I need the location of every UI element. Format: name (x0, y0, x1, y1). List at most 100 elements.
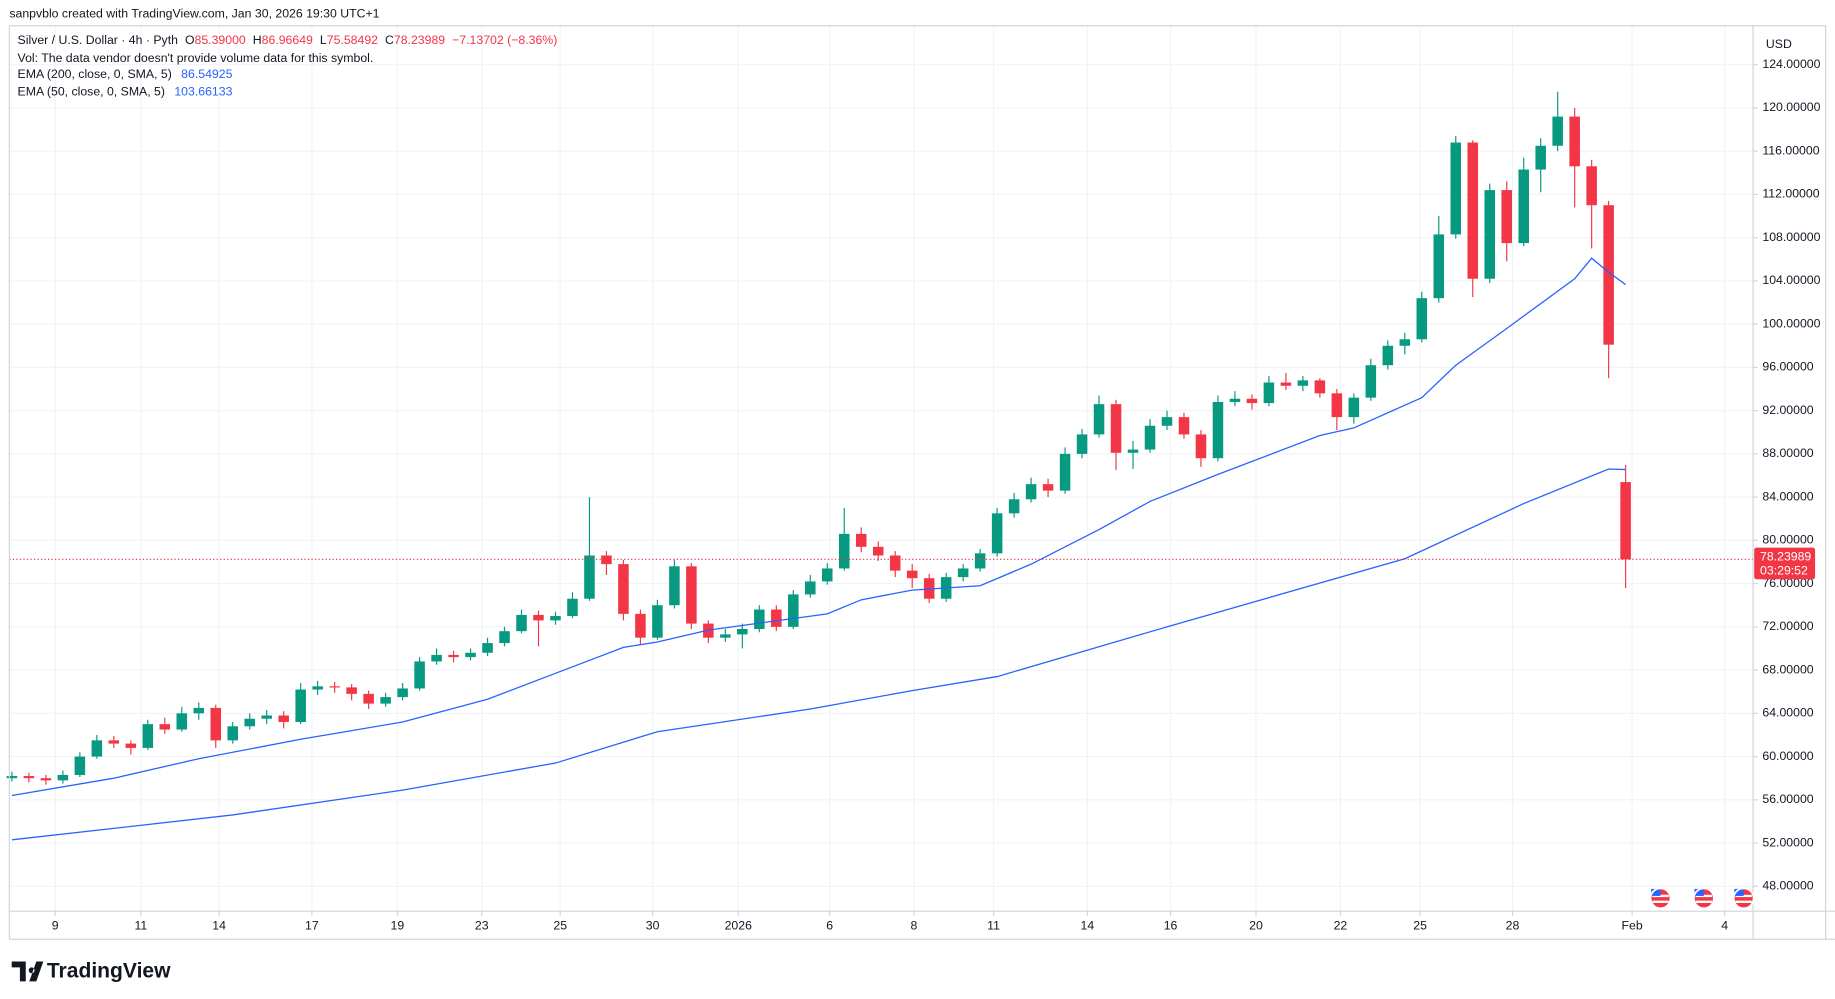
candle-body (1569, 116, 1580, 167)
candle-body (346, 687, 357, 694)
candle-body (1212, 401, 1224, 459)
candle-body (1144, 425, 1156, 450)
candle-body (584, 555, 595, 599)
x-tick-label: 2026 (725, 919, 752, 933)
candle-body (40, 778, 52, 781)
candle-body (872, 546, 884, 556)
x-tick-label: 17 (305, 919, 319, 933)
candle-body (1331, 393, 1343, 418)
candle-body (448, 654, 459, 658)
currency: USD (1766, 37, 1792, 51)
candle-body (822, 568, 833, 582)
candle-body (1484, 190, 1496, 279)
candle-body (1348, 397, 1360, 418)
y-tick-label: 120.00000 (1762, 100, 1820, 114)
candle-body (1382, 345, 1394, 366)
candle-body (1229, 398, 1241, 402)
candle-body (805, 581, 816, 595)
candle-body (414, 661, 425, 689)
candle-body (295, 689, 306, 722)
candle-body (686, 566, 697, 624)
volume-note: Vol: The data vendor doesn't provide vol… (18, 51, 374, 65)
change: −7.13702 (−8.36%) (452, 33, 557, 47)
x-tick-label: 14 (1080, 919, 1094, 933)
candle-body (1042, 484, 1054, 491)
candle-body (754, 609, 765, 630)
x-tick-label: 9 (52, 919, 59, 933)
y-tick-label: 76.00000 (1762, 576, 1813, 590)
ema-line (11, 257, 1627, 797)
candle-body (1195, 434, 1207, 459)
x-tick-label: 25 (553, 919, 567, 933)
axis: 48.00000 52.00000 56.00000 60.00000 64.00000… (52, 57, 1821, 933)
y-tick-label: 56.00000 (1762, 792, 1813, 806)
x-tick-label: 22 (1334, 919, 1348, 933)
y-tick-label: 84.00000 (1762, 489, 1813, 503)
candle-body (91, 740, 103, 757)
candle-body (1399, 339, 1411, 346)
candle-body (974, 553, 986, 569)
y-tick-label: 72.00000 (1762, 619, 1813, 633)
candle-body (601, 555, 612, 565)
candle-body (1076, 434, 1088, 454)
candle-body (278, 715, 289, 722)
legend-main: Silver / U.S. Dollar · 4h · Pyth O85.3900… (18, 33, 558, 47)
y-tick-label: 116.00000 (1762, 143, 1819, 157)
candle-body (1059, 453, 1071, 491)
y-tick-label: 88.00000 (1762, 446, 1813, 460)
y-tick-label: 92.00000 (1762, 403, 1813, 417)
candle-body (380, 697, 391, 704)
candle-body (1620, 482, 1631, 560)
candle-body (1518, 169, 1529, 244)
candle-body (159, 724, 171, 730)
y-tick-label: 124.00000 (1762, 57, 1820, 71)
x-tick-label: 30 (646, 919, 660, 933)
y-tick-label: 100.00000 (1762, 316, 1820, 330)
candle-body (906, 570, 918, 579)
candle-body (1178, 417, 1190, 435)
price-tag (1754, 547, 1816, 580)
candle-body (312, 686, 323, 690)
legend-ema: EMA (200, close, 0, SMA, 5) 86.54925 (18, 67, 233, 81)
ema-value: 86.54925 (181, 67, 232, 81)
candle-body (889, 555, 901, 571)
price-tag-countdown: 03:29:52 (1760, 563, 1808, 577)
y-tick-label: 52.00000 (1762, 835, 1813, 849)
candle-body (720, 634, 731, 638)
grid (9, 25, 1754, 912)
candle-body (1603, 205, 1614, 345)
candle-body (176, 713, 188, 730)
candle-body (227, 726, 239, 741)
legend-ema: EMA (50, close, 0, SMA, 5) 103.66133 (18, 85, 233, 99)
candle-body (533, 614, 544, 621)
candle-body (618, 564, 629, 614)
ohlc-key: L (320, 33, 327, 47)
brand-logo (11, 961, 44, 982)
candle-body (957, 568, 969, 578)
candle-body (74, 756, 86, 775)
candle-body (737, 629, 748, 635)
ohlc-key: C (385, 33, 394, 47)
candle-body (1535, 145, 1546, 170)
y-tick-label: 104.00000 (1762, 273, 1820, 287)
candle-body (23, 776, 35, 779)
x-tick-label: 25 (1413, 919, 1427, 933)
candle-body (1314, 380, 1326, 394)
candle-body (57, 774, 69, 781)
candle-body (1127, 449, 1139, 453)
y-tick-label: 112.00000 (1762, 187, 1819, 201)
candle-body (125, 743, 137, 748)
x-tick-label: 11 (987, 919, 1000, 933)
candle-body (499, 631, 510, 644)
candle-body (482, 643, 493, 653)
candle-body (1246, 398, 1258, 404)
candle-body (1110, 404, 1122, 453)
marks (6, 91, 1754, 841)
candle-body (1501, 190, 1512, 244)
candle-body (363, 693, 374, 704)
y-tick-label: 64.00000 (1762, 706, 1813, 720)
candle-body (991, 513, 1003, 554)
